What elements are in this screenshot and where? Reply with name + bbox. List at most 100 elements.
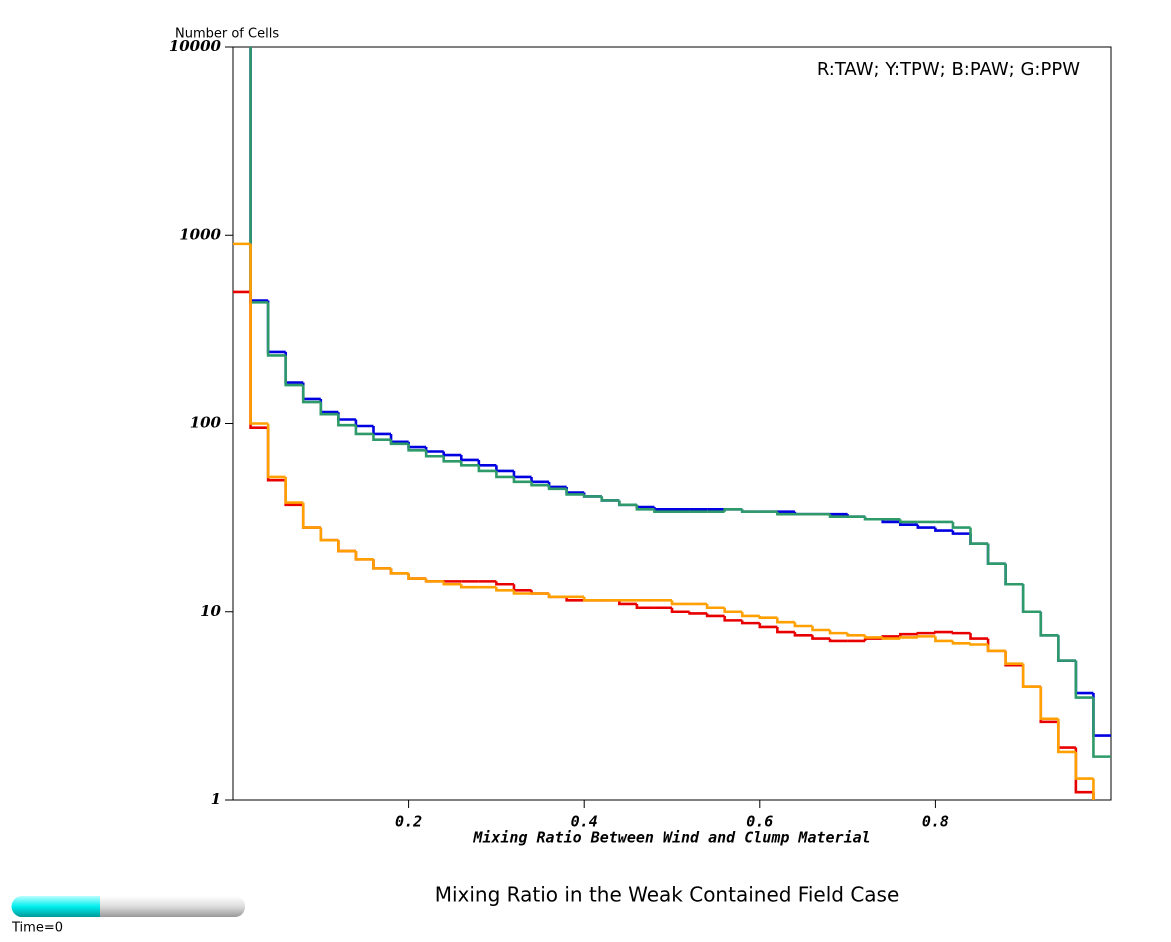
histogram-step [1074,747,1094,794]
histogram-step [1074,660,1094,695]
histogram-step [424,450,444,458]
histogram-step [600,496,620,502]
histogram-step [1021,665,1041,688]
histogram-step [1004,563,1024,586]
y-tick-label: 100 [190,414,222,432]
histogram-step [951,631,971,635]
histogram-step [424,578,444,583]
histogram-step [459,461,479,467]
histogram-step [740,611,760,618]
histogram-step [635,504,655,509]
histogram-step [407,441,427,449]
histogram-step [249,243,269,425]
histogram-step [495,581,514,586]
histogram-step [828,514,848,518]
x-tick-label: 0.6 [746,813,773,831]
histogram-step [758,615,778,619]
histogram-step [863,637,883,641]
histogram-step [512,470,532,479]
histogram-step [811,626,831,632]
time-slider-fill [11,896,101,917]
histogram-step [934,630,953,634]
histogram-step [1092,792,1095,800]
y-axis-label: Number of Cells [175,27,279,42]
histogram-step [284,480,304,507]
histogram-step [986,543,1006,565]
histogram-step [249,291,269,429]
plot-frame [232,46,1112,801]
histogram-step [986,644,1006,653]
histogram-step [898,519,918,524]
histogram-step [916,631,936,635]
histogram-step [688,611,708,615]
histogram-step [249,47,269,304]
histogram-step [1021,663,1041,688]
chart-title: Mixing Ratio in the Weak Contained Field… [435,883,900,907]
histogram-step [898,632,918,637]
histogram-step [547,481,567,489]
histogram-step [582,596,602,602]
histogram-step [828,629,848,635]
histogram-step [1039,611,1059,637]
histogram-step [1092,778,1095,800]
histogram-step [284,476,304,504]
histogram-step [354,425,374,436]
histogram-step [284,355,304,387]
histogram-step [793,632,813,637]
histogram-step [495,587,514,592]
annotation: R:TAW; Y:TPW; B:PAW; G:PPW [817,59,1080,80]
histogram-step [354,551,374,561]
histogram-step [442,456,462,463]
histogram-step [319,402,339,416]
histogram-step [670,607,690,614]
histogram-step [1092,693,1111,737]
histogram-step [301,502,321,529]
histogram-step [337,540,356,553]
histogram-step [301,504,321,529]
histogram-step [530,481,550,487]
histogram-step [916,524,936,529]
histogram-step [653,507,672,511]
histogram-step [1057,635,1076,662]
plot-area [233,47,1111,800]
histogram-step [1004,650,1024,665]
histogram-step [1057,721,1076,749]
histogram-step [934,527,953,532]
histogram-step [705,603,725,610]
histogram-step [319,527,339,542]
histogram-step [881,637,901,640]
histogram-step [372,559,392,570]
histogram-step [1074,660,1094,699]
histogram-step [547,485,567,491]
histogram-step [530,476,550,484]
x-tick-label: 0.2 [395,813,422,831]
histogram-step [618,500,637,507]
histogram-step [512,590,532,595]
histogram-step [898,636,918,639]
histogram-step [653,509,672,513]
histogram-step [442,451,462,457]
histogram-step [1092,697,1111,758]
histogram-step [793,622,813,628]
histogram-step [969,633,989,640]
histogram-step [372,425,392,436]
histogram-step [776,626,795,634]
histogram-step [284,351,304,384]
histogram-step [986,543,1006,565]
histogram-step [811,635,831,640]
histogram-step [828,638,848,643]
histogram-step [565,488,585,496]
y-tick-label: 1000 [179,225,221,243]
histogram-step [459,455,479,462]
histogram-step [951,640,971,645]
histogram-step [776,511,795,516]
histogram-step [951,530,971,535]
y-tick-label: 1 [211,790,221,808]
histogram-step [635,603,655,610]
histogram-step [266,423,286,479]
histogram-step [723,508,743,512]
histogram-step [547,593,567,599]
histogram-step [477,465,497,473]
histogram-step [512,476,532,484]
